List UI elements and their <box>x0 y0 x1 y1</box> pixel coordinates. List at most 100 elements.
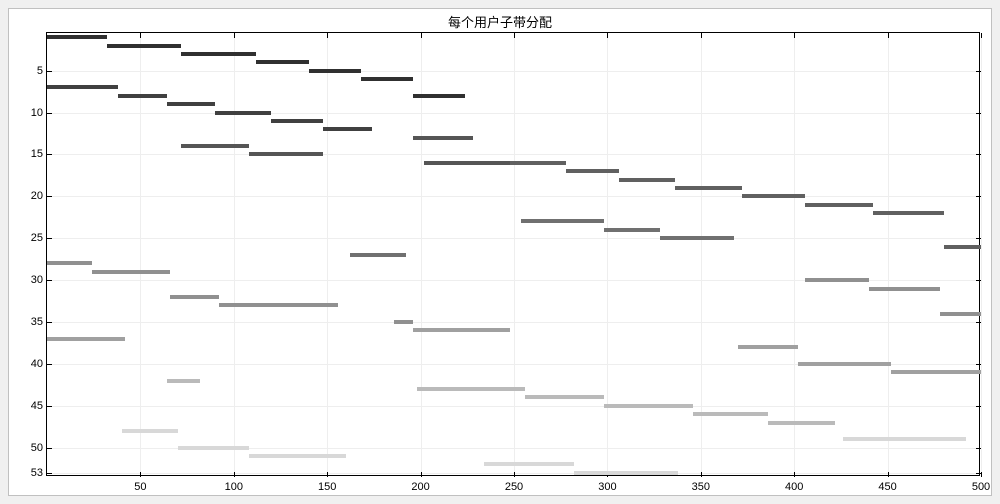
allocation-segment <box>738 345 798 349</box>
allocation-segment <box>413 94 465 98</box>
xtick-mark <box>421 33 422 38</box>
allocation-segment <box>271 119 323 123</box>
allocation-segment <box>742 194 806 198</box>
allocation-segment <box>47 261 92 265</box>
allocation-segment <box>215 111 271 115</box>
allocation-segment <box>350 253 406 257</box>
gridline-h <box>47 238 979 239</box>
allocation-segment <box>525 395 603 399</box>
allocation-segment <box>510 161 566 165</box>
allocation-segment <box>249 152 324 156</box>
allocation-segment <box>566 169 618 173</box>
allocation-segment <box>47 35 107 39</box>
gridline-v <box>234 33 235 475</box>
allocation-segment <box>805 203 872 207</box>
xtick-label: 300 <box>598 481 616 493</box>
xtick-label: 50 <box>134 481 146 493</box>
allocation-segment <box>309 69 361 73</box>
gridline-h <box>47 473 979 474</box>
ytick-mark <box>47 448 52 449</box>
allocation-segment <box>417 387 525 391</box>
allocation-segment <box>219 303 339 307</box>
allocation-segment <box>107 44 182 48</box>
ytick-label: 35 <box>27 316 43 328</box>
allocation-segment <box>47 337 125 341</box>
xtick-mark <box>140 472 141 477</box>
allocation-segment <box>122 429 178 433</box>
allocation-segment <box>768 421 835 425</box>
xtick-mark <box>421 472 422 477</box>
allocation-segment <box>660 236 735 240</box>
plot-area: 5101520253035404550535010015020025030035… <box>46 32 980 476</box>
xtick-label: 350 <box>692 481 710 493</box>
gridline-v <box>327 33 328 475</box>
gridline-h <box>47 406 979 407</box>
ytick-mark <box>47 473 52 474</box>
allocation-segment <box>394 320 413 324</box>
xtick-label: 500 <box>972 481 990 493</box>
allocation-segment <box>361 77 413 81</box>
gridline-v <box>794 33 795 475</box>
ytick-label: 10 <box>27 107 43 119</box>
allocation-segment <box>873 211 944 215</box>
gridline-v <box>421 33 422 475</box>
gridline-v <box>607 33 608 475</box>
ytick-label: 45 <box>27 400 43 412</box>
allocation-segment <box>424 161 510 165</box>
xtick-mark <box>607 33 608 38</box>
allocation-segment <box>249 454 346 458</box>
allocation-segment <box>256 60 308 64</box>
allocation-segment <box>323 127 372 131</box>
xtick-mark <box>514 472 515 477</box>
allocation-segment <box>92 270 170 274</box>
ytick-label: 30 <box>27 274 43 286</box>
xtick-mark <box>794 472 795 477</box>
gridline-v <box>140 33 141 475</box>
gridline-h <box>47 71 979 72</box>
allocation-segment <box>413 136 473 140</box>
gridline-h <box>47 322 979 323</box>
ytick-mark <box>47 406 52 407</box>
allocation-segment <box>944 245 981 249</box>
allocation-segment <box>869 287 940 291</box>
xtick-mark <box>981 33 982 38</box>
xtick-label: 200 <box>411 481 429 493</box>
xtick-mark <box>327 33 328 38</box>
xtick-mark <box>140 33 141 38</box>
gridline-h <box>47 154 979 155</box>
allocation-segment <box>181 52 256 56</box>
figure-panel: 每个用户子带分配 5101520253035404550535010015020… <box>8 8 992 496</box>
xtick-mark <box>888 33 889 38</box>
xtick-mark <box>514 33 515 38</box>
chart-title: 每个用户子带分配 <box>8 12 992 31</box>
allocation-segment <box>178 446 249 450</box>
ytick-mark <box>47 196 52 197</box>
ytick-mark <box>47 364 52 365</box>
xtick-mark <box>888 472 889 477</box>
gridline-h <box>47 113 979 114</box>
xtick-mark <box>234 33 235 38</box>
ytick-mark <box>47 238 52 239</box>
xtick-mark <box>701 472 702 477</box>
xtick-mark <box>234 472 235 477</box>
ytick-mark <box>47 71 52 72</box>
ytick-mark <box>47 113 52 114</box>
xtick-label: 100 <box>225 481 243 493</box>
xtick-mark <box>981 472 982 477</box>
allocation-segment <box>484 462 574 466</box>
gridline-v <box>701 33 702 475</box>
allocation-segment <box>170 295 219 299</box>
allocation-segment <box>798 362 891 366</box>
allocation-segment <box>521 219 603 223</box>
ytick-mark <box>47 280 52 281</box>
gridline-v <box>888 33 889 475</box>
ytick-mark <box>47 154 52 155</box>
allocation-segment <box>604 228 660 232</box>
allocation-segment <box>167 379 201 383</box>
xtick-mark <box>794 33 795 38</box>
ytick-mark <box>47 322 52 323</box>
ytick-label: 20 <box>27 190 43 202</box>
gridline-v <box>514 33 515 475</box>
ytick-label: 50 <box>27 442 43 454</box>
ytick-label: 53 <box>27 467 43 479</box>
